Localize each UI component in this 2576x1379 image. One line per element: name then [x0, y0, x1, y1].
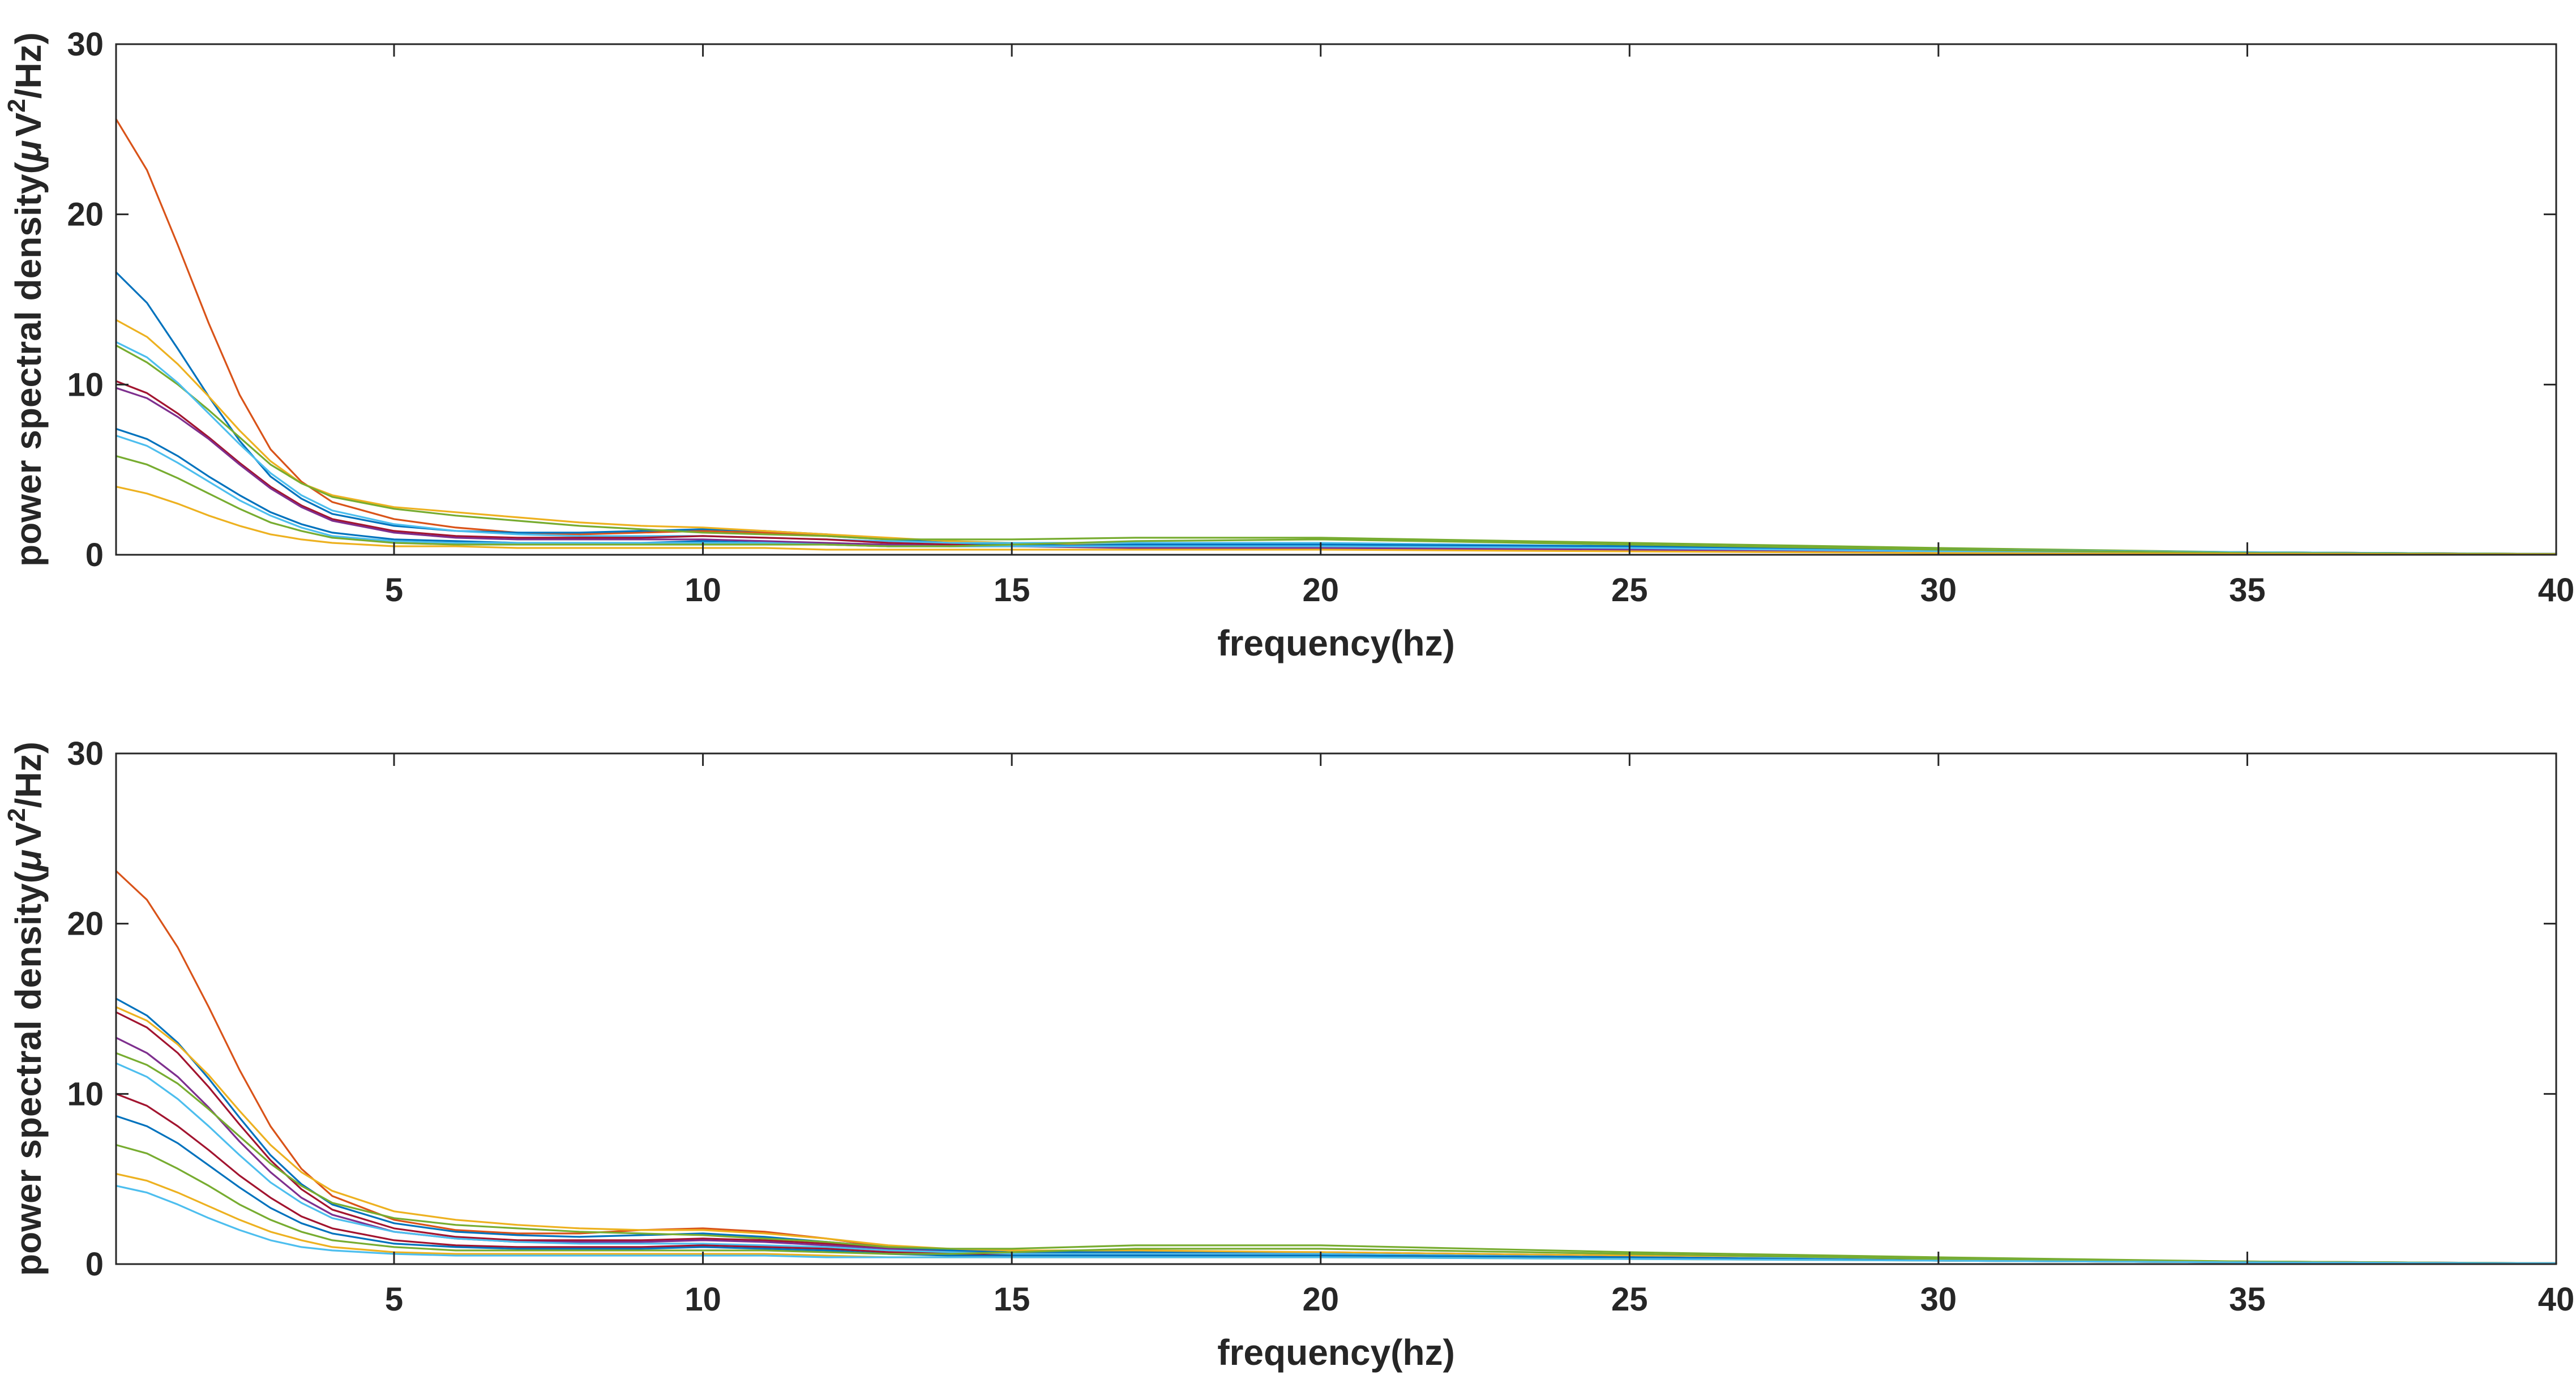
- x-tick-label: 30: [1920, 1281, 1957, 1318]
- axes-box: [115, 43, 2557, 556]
- x-tick-label: 5: [385, 572, 403, 609]
- y-tick-label: 0: [85, 537, 104, 573]
- y-tick-label: 10: [67, 366, 104, 403]
- y-tick-label: 30: [67, 26, 104, 63]
- series-line-10: [115, 455, 2557, 555]
- x-tick-label: 30: [1920, 572, 1957, 609]
- x-axis-label: frequency(hz): [1217, 623, 1455, 663]
- top-psd-panel: 5 10 15 20 25 30 35 40 0 10 20 30 frequency(hz) power…: [3, 26, 2574, 663]
- series-group: [115, 118, 2557, 556]
- x-tick-label: 10: [684, 1281, 721, 1318]
- bottom-psd-panel: 5 10 15 20 25 30 35 40 0 10 20 30 frequency(hz) power…: [3, 735, 2574, 1373]
- x-tick-label: 25: [1611, 1281, 1648, 1318]
- series-line-4: [115, 344, 2557, 555]
- y-tick-label: 0: [85, 1246, 104, 1283]
- x-tick-label: 15: [994, 1281, 1030, 1318]
- x-tick-label: 40: [2538, 572, 2575, 609]
- axes-box: [115, 752, 2557, 1265]
- x-tick-label: 5: [385, 1281, 403, 1318]
- y-tick-label: 20: [67, 906, 104, 943]
- x-tick-label: 40: [2538, 1281, 2575, 1318]
- x-tick-label: 15: [994, 572, 1030, 609]
- x-tick-label: 20: [1302, 572, 1339, 609]
- series-line-6: [115, 1052, 2557, 1265]
- y-axis-label: power spectral density(μV2/Hz): [3, 742, 49, 1276]
- x-tick-label: 35: [2229, 572, 2266, 609]
- y-tick-label: 30: [67, 735, 104, 772]
- x-tick-label: 35: [2229, 1281, 2266, 1318]
- x-axis-label: frequency(hz): [1217, 1332, 1455, 1373]
- x-tick-label: 10: [684, 572, 721, 609]
- series-line-10: [115, 1144, 2557, 1265]
- x-tick-label: 25: [1611, 572, 1648, 609]
- x-tick-label: 20: [1302, 1281, 1339, 1318]
- y-tick-label: 10: [67, 1076, 104, 1112]
- y-tick-label: 20: [67, 196, 104, 233]
- y-axis-label: power spectral density(μV2/Hz): [3, 32, 49, 567]
